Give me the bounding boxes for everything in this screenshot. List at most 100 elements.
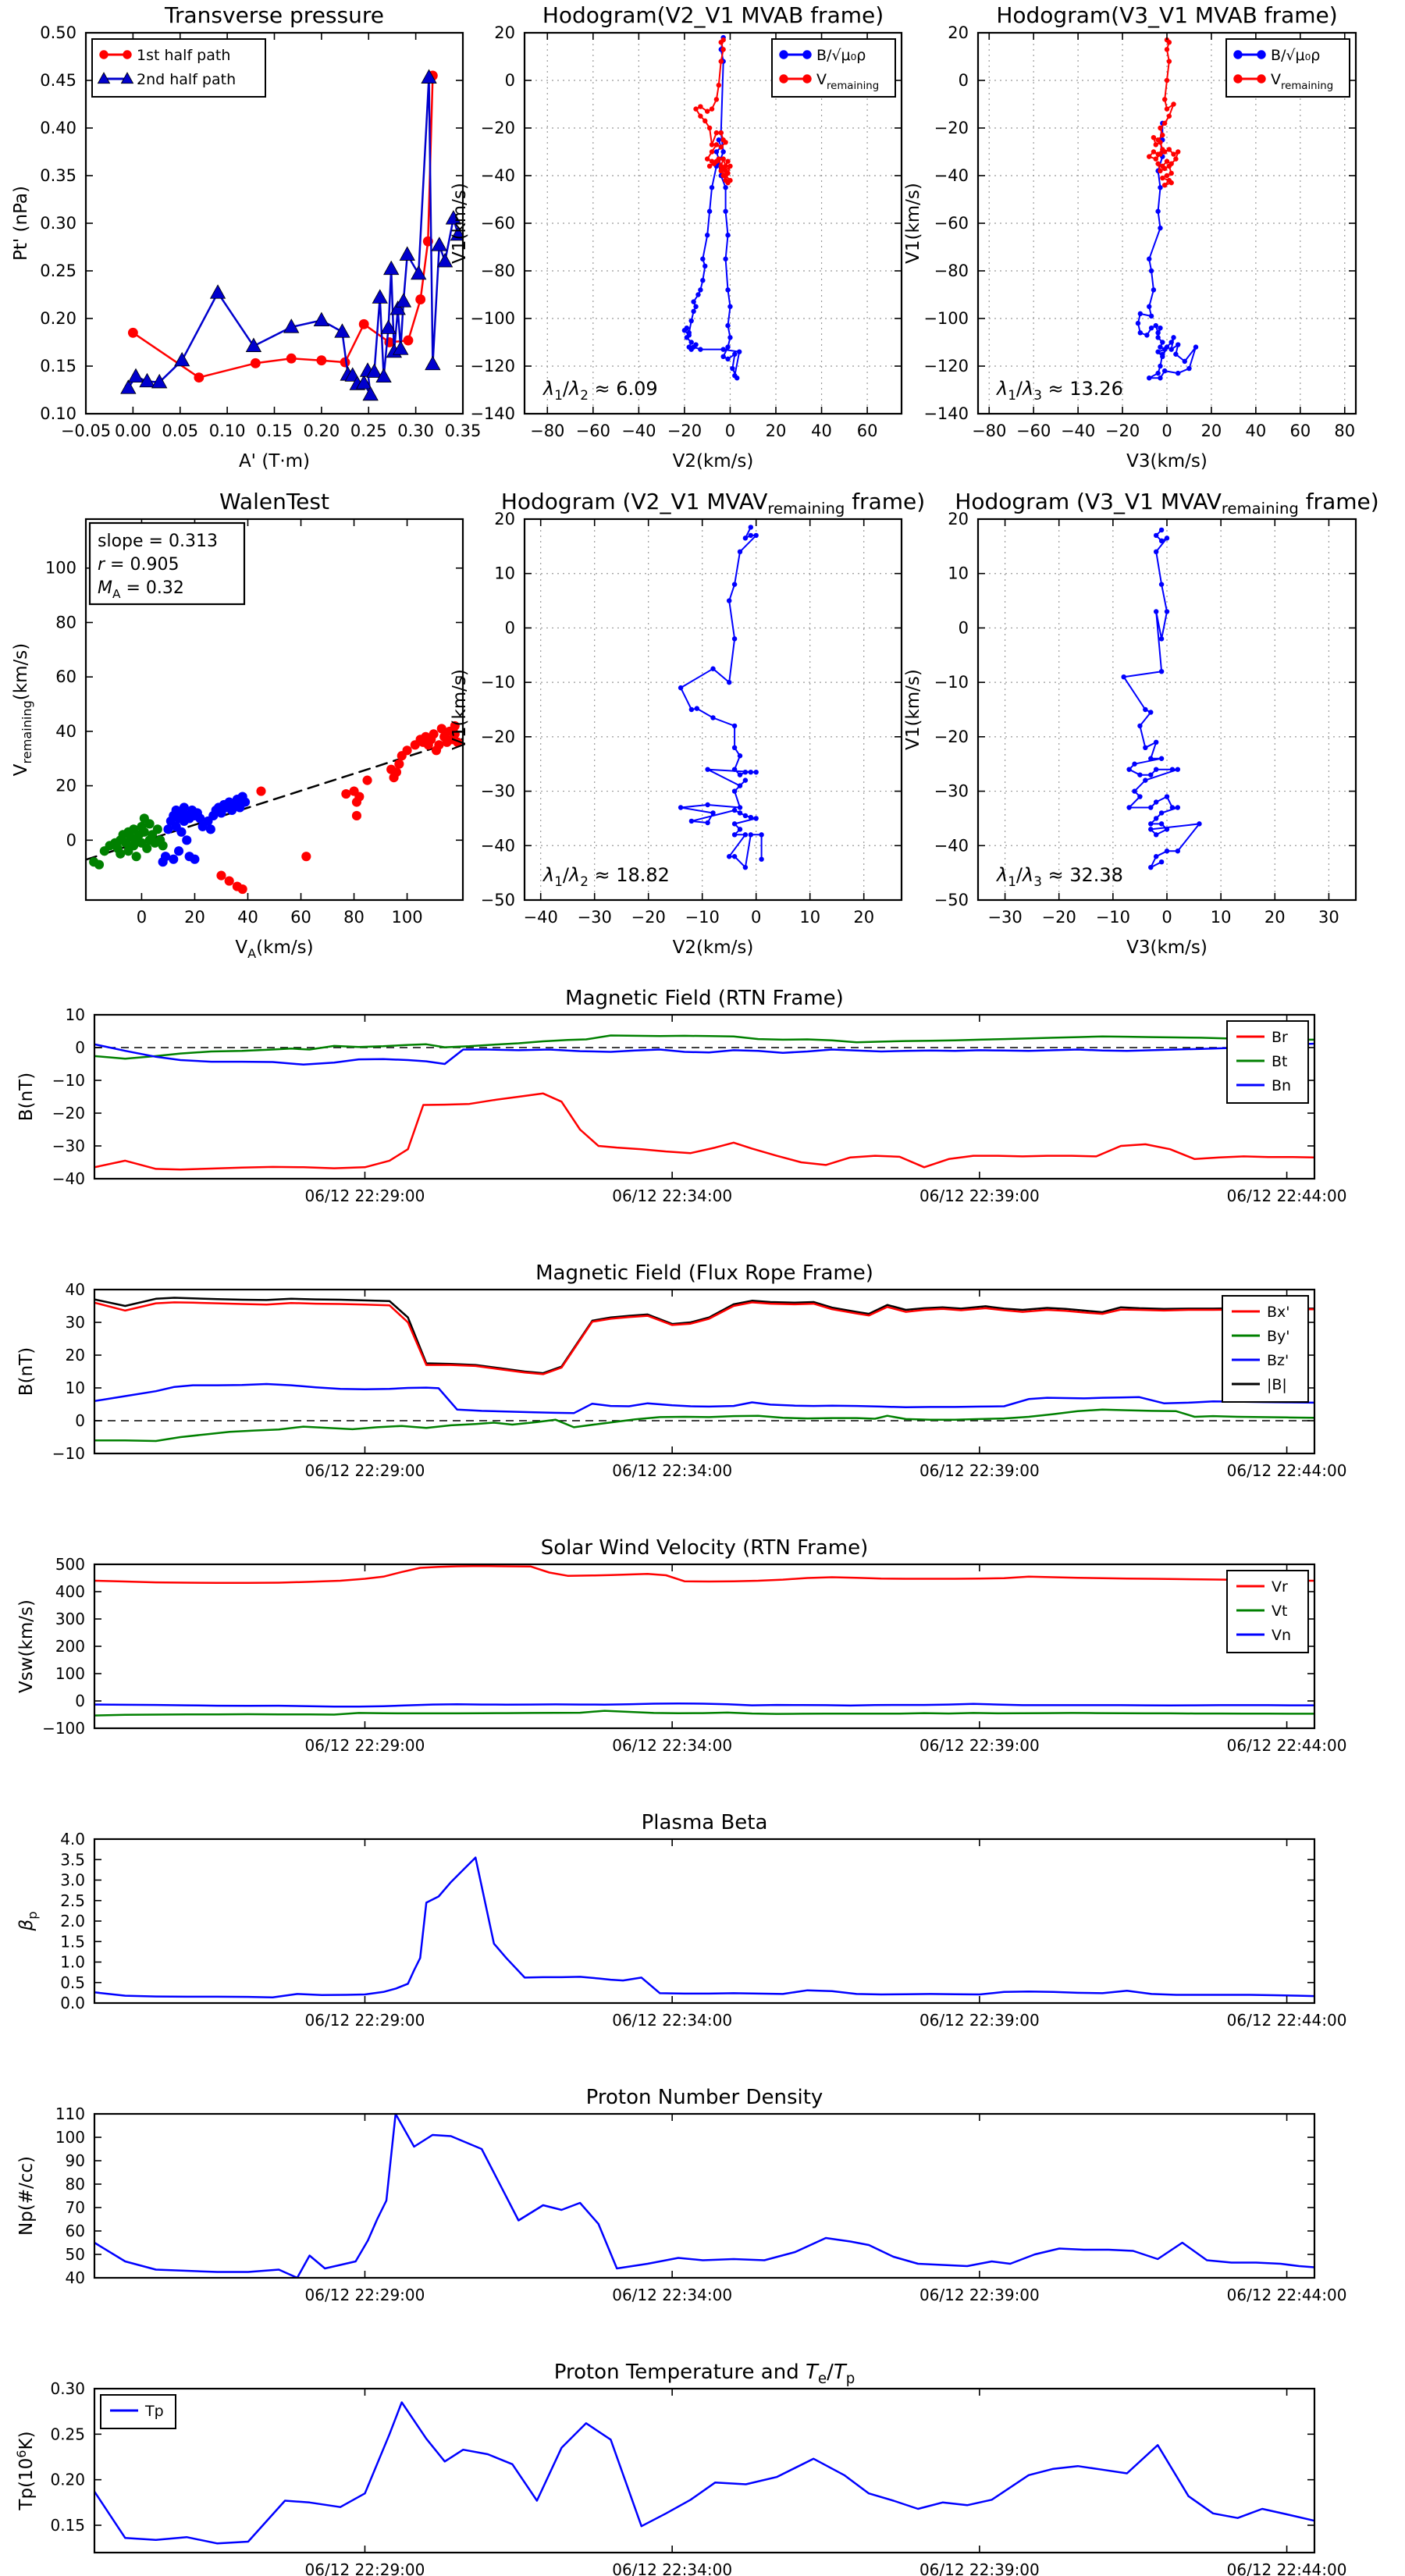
svg-text:0.00: 0.00 xyxy=(115,422,151,440)
chart-title: Hodogram(V3_V1 MVAB frame) xyxy=(996,2,1337,28)
svg-text:−10: −10 xyxy=(52,1071,85,1090)
svg-text:0: 0 xyxy=(75,1692,85,1710)
svg-text:−40: −40 xyxy=(934,836,969,855)
legend: Tp xyxy=(100,2394,176,2429)
chart-mag-fluxrope: 06/12 22:29:00 06/12 22:34:00 06/12 22:39:… xyxy=(16,1261,1346,1480)
ticks: 06/12 22:29:00 06/12 22:34:00 06/12 22:39:… xyxy=(52,1280,1347,1480)
svg-text:06/12 22:34:00: 06/12 22:34:00 xyxy=(612,1736,732,1755)
legend-label: Tp xyxy=(144,2403,164,2420)
svg-text:06/12 22:34:00: 06/12 22:34:00 xyxy=(612,2011,732,2030)
svg-text:06/12 22:29:00: 06/12 22:29:00 xyxy=(305,1187,425,1205)
series-V-hodogram xyxy=(678,525,764,870)
svg-text:10: 10 xyxy=(494,564,515,583)
svg-text:−30: −30 xyxy=(52,1137,85,1155)
svg-text:−40: −40 xyxy=(524,908,558,927)
svg-text:100: 100 xyxy=(45,559,76,578)
stats-line: r = 0.905 xyxy=(98,555,179,575)
svg-text:80: 80 xyxy=(55,613,76,632)
legend-label: Bn xyxy=(1272,1077,1291,1094)
svg-text:60: 60 xyxy=(1289,422,1311,440)
svg-text:20: 20 xyxy=(1201,422,1222,440)
legend-label: B/√μ₀ρ xyxy=(1271,47,1320,64)
eigenvalue-ratio-annotation: λ1/λ2 ≈ 6.09 xyxy=(542,378,658,403)
svg-text:−20: −20 xyxy=(1042,908,1076,927)
chart-title: Hodogram (V2_V1 MVAVremaining frame) xyxy=(501,489,925,518)
series-last-interval xyxy=(216,720,463,895)
svg-text:200: 200 xyxy=(55,1637,85,1656)
svg-text:20: 20 xyxy=(948,23,969,42)
svg-text:−40: −40 xyxy=(621,422,656,440)
axes-box xyxy=(93,1013,1316,1180)
svg-text:−80: −80 xyxy=(972,422,1006,440)
svg-text:90: 90 xyxy=(66,2151,85,2170)
ticks: 06/12 22:29:00 06/12 22:34:00 06/12 22:39:… xyxy=(55,2105,1347,2304)
chart-hodogram-v2v1-mvab: −80 −60 −40 −20 0 20 40 60 20 0 −20 −40 −60 −80 −100 −1… xyxy=(450,2,903,471)
legend-label: 2nd half path xyxy=(137,71,236,88)
svg-text:20: 20 xyxy=(766,422,787,440)
legend-label: Vr xyxy=(1272,1578,1288,1596)
svg-text:300: 300 xyxy=(55,1610,85,1628)
svg-text:−0.05: −0.05 xyxy=(61,422,111,440)
svg-text:0: 0 xyxy=(1161,908,1172,927)
svg-text:06/12 22:34:00: 06/12 22:34:00 xyxy=(612,2560,732,2576)
legend: Vr Vt Vn xyxy=(1226,1570,1309,1653)
svg-text:20: 20 xyxy=(55,777,76,795)
svg-text:10: 10 xyxy=(1211,908,1232,927)
y-axis-label: B(nT) xyxy=(16,1073,37,1121)
svg-text:100: 100 xyxy=(392,908,423,927)
chart-title: Transverse pressure xyxy=(164,2,384,28)
svg-text:−30: −30 xyxy=(987,908,1022,927)
svg-text:−20: −20 xyxy=(667,422,702,440)
svg-text:10: 10 xyxy=(66,1005,85,1024)
y-axis-label: V1(km/s) xyxy=(450,183,470,264)
svg-text:−40: −40 xyxy=(52,1169,85,1188)
legend-label: Bt xyxy=(1272,1053,1287,1070)
svg-text:0: 0 xyxy=(959,71,969,90)
y-axis-label: βp xyxy=(16,1912,40,1932)
series-B-hodogram xyxy=(681,34,742,381)
chart-title: Hodogram (V3_V1 MVAVremaining frame) xyxy=(955,489,1378,518)
series-By-prime xyxy=(94,1408,1315,1443)
svg-text:3.5: 3.5 xyxy=(60,1850,85,1869)
series-Bn xyxy=(94,1042,1315,1066)
series-layer xyxy=(94,2401,1315,2545)
y-axis-label: V1(km/s) xyxy=(450,669,470,750)
svg-text:0.10: 0.10 xyxy=(209,422,246,440)
svg-text:30: 30 xyxy=(66,1313,85,1332)
series-layer xyxy=(1135,37,1199,381)
svg-text:06/12 22:44:00: 06/12 22:44:00 xyxy=(1227,2560,1347,2576)
svg-text:−140: −140 xyxy=(923,404,969,423)
series-layer xyxy=(678,525,764,870)
svg-text:−140: −140 xyxy=(470,404,515,423)
svg-text:0.35: 0.35 xyxy=(445,422,482,440)
stats-box: slope = 0.313 r = 0.905 MA = 0.32 xyxy=(88,521,246,606)
y-axis-label: Pt' (nPa) xyxy=(11,186,31,261)
svg-text:0.25: 0.25 xyxy=(50,2425,85,2443)
svg-text:70: 70 xyxy=(66,2198,85,2217)
series-Tp xyxy=(94,2401,1315,2545)
svg-text:0: 0 xyxy=(505,71,515,90)
series-first-interval xyxy=(89,813,168,870)
svg-text:0: 0 xyxy=(725,422,735,440)
legend-label: Br xyxy=(1272,1029,1288,1046)
y-axis-label: V1(km/s) xyxy=(903,183,923,264)
svg-text:−100: −100 xyxy=(42,1719,85,1738)
series-layer xyxy=(94,1564,1315,1717)
legend-label: Vremaining xyxy=(1271,71,1333,92)
legend-label: Vremaining xyxy=(816,71,879,92)
svg-text:4.0: 4.0 xyxy=(60,1830,85,1848)
svg-text:−100: −100 xyxy=(923,309,969,328)
chart-title: WalenTest xyxy=(219,489,329,514)
chart-swv-rtn: 06/12 22:29:00 06/12 22:34:00 06/12 22:39:… xyxy=(16,1536,1346,1755)
x-axis-label: V2(km/s) xyxy=(673,938,754,958)
series-Br xyxy=(94,1092,1315,1171)
svg-text:−60: −60 xyxy=(481,214,515,233)
ticks: −80 −60 −40 −20 0 20 40 60 20 0 −20 −40 −60 −80 −100 −1… xyxy=(470,23,902,440)
axes-box xyxy=(93,2112,1316,2279)
chart-transverse-pressure: −0.05 0.00 0.05 0.10 0.15 0.20 0.25 0.30 0.35 0.1… xyxy=(11,2,481,471)
x-axis-label: V3(km/s) xyxy=(1126,938,1208,958)
svg-text:20: 20 xyxy=(1264,908,1286,927)
svg-text:10: 10 xyxy=(66,1379,85,1397)
svg-text:0.40: 0.40 xyxy=(40,119,76,137)
svg-text:400: 400 xyxy=(55,1582,85,1601)
